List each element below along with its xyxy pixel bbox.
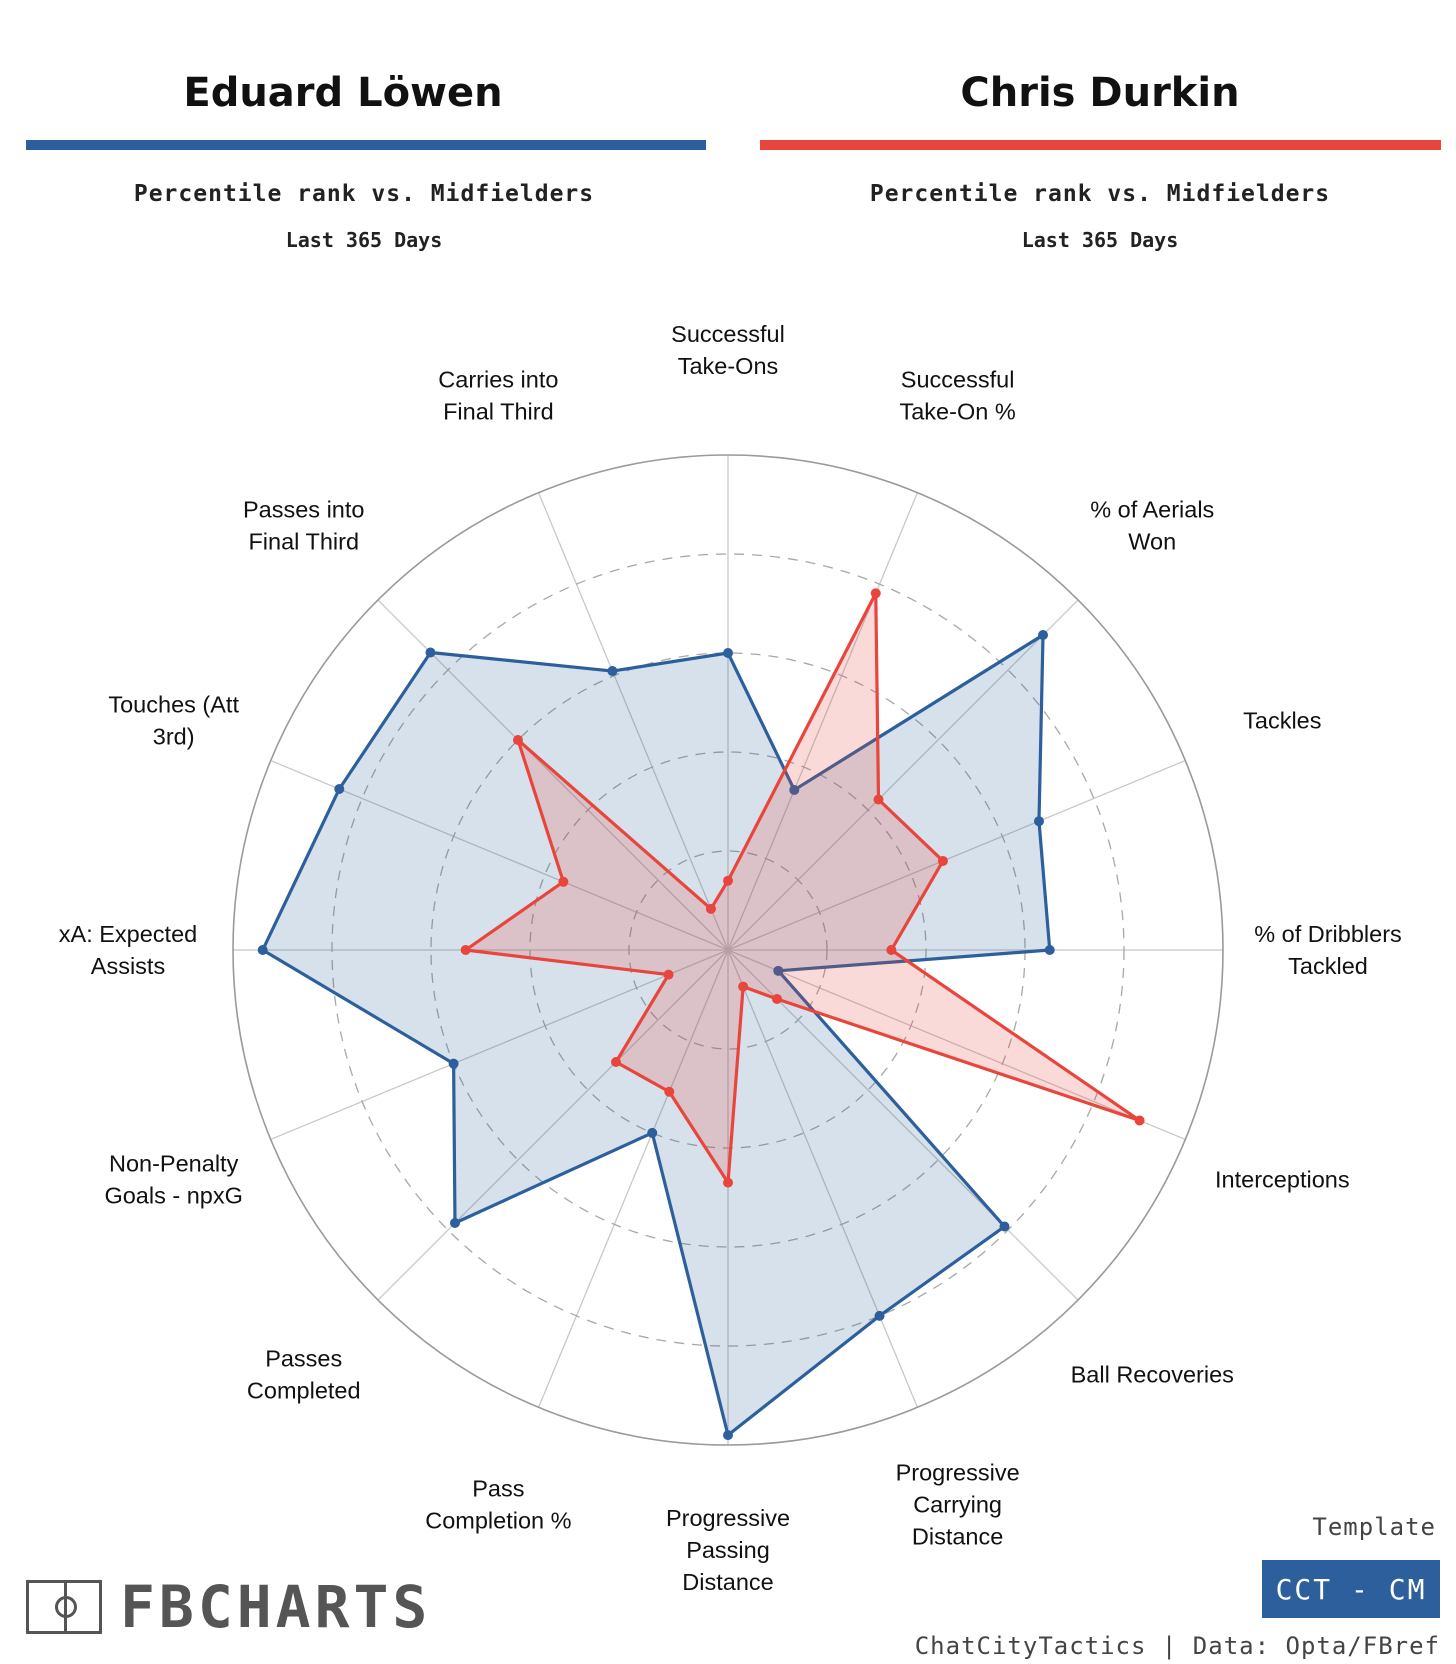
player2-subtitle: Percentile rank vs. Midfielders [869,181,1331,207]
data-point [607,666,618,677]
radar-spoke [727,492,919,951]
data-point [723,1177,733,1188]
axis-label: xA: Expected Assists [59,921,197,979]
axis-label: Successful Take-On % [899,367,1015,425]
data-point [937,855,948,866]
data-point [999,1221,1010,1232]
data-point [647,1127,658,1138]
radar-spoke [270,759,729,951]
axis-label: % of Dribblers Tackled [1254,921,1402,979]
axis-label: Progressive Passing Distance [666,1505,790,1595]
data-point [1044,945,1055,955]
data-point [425,647,436,658]
data-point [664,1086,675,1097]
axis-label: Ball Recoveries [1071,1361,1234,1387]
fbcharts-logo: FBCHARTS [26,1578,431,1636]
data-point [874,1310,885,1321]
data-point [512,734,523,745]
data-point [789,784,800,795]
radar-spoke [270,949,729,1141]
axis-label: Carries into Final Third [438,367,558,425]
series-player1 [257,629,1055,1441]
radar-grid-ring [430,652,1026,1248]
template-badge: CCT - CM [1262,1560,1440,1618]
radar-grid [232,454,1224,1446]
axis-label: Passes Completed [247,1345,361,1403]
radar-spoke [377,599,729,951]
data-point [723,875,733,886]
data-point [873,794,884,805]
axis-label: Successful Take-Ons [671,321,785,379]
player1-name: Eduard Löwen [183,70,503,116]
data-point [870,588,881,599]
data-point [1033,816,1044,827]
axis-label: Passes into Final Third [243,497,364,555]
radar-spoke [377,949,729,1301]
logo-text: FBCHARTS [120,1573,432,1641]
data-point [449,1218,460,1229]
player1-period: Last 365 Days [285,228,443,252]
data-point [772,994,783,1005]
data-point [1134,1115,1145,1126]
template-label: Template [1312,1513,1436,1541]
player2-period: Last 365 Days [1021,228,1179,252]
radar-outer-ring [232,454,1224,1446]
axis-label: Pass Completion % [425,1475,571,1533]
data-point [448,1058,459,1069]
data-point [257,945,268,955]
radar-spoke [727,949,1079,1301]
data-point [558,876,569,887]
radar-spoke [727,949,919,1408]
radar-spoke [727,759,1186,951]
data-point [723,648,733,658]
data-point [610,1057,621,1068]
axis-label: Interceptions [1215,1167,1350,1193]
data-point [1038,629,1049,640]
data-point [705,903,716,914]
radar-spoke [727,949,1186,1141]
radar-spoke [537,492,729,951]
data-point [663,969,674,980]
radar-spoke [727,599,1079,951]
player2-name: Chris Durkin [960,70,1240,116]
series-player2 [460,588,1145,1188]
player1-color-bar [26,140,706,150]
radar-grid-ring [529,751,927,1149]
radar-spoke [537,949,729,1408]
axis-label: Touches (Att 3rd) [108,691,239,749]
data-point [334,783,345,794]
data-point [723,1430,733,1441]
axis-label: Non-Penalty Goals - npxG [104,1151,242,1209]
player2-color-bar [760,140,1441,150]
axis-label: % of Aerials Won [1090,497,1214,555]
axis-label: Tackles [1243,707,1321,733]
data-credit: ChatCityTactics | Data: Opta/FBref [914,1632,1440,1660]
data-point [738,981,749,992]
radar-grid-ring [331,553,1125,1347]
radar-grid-ring [628,850,828,1050]
player1-subtitle: Percentile rank vs. Midfielders [133,181,595,207]
data-point [773,965,784,976]
radar-axis-labels: Successful Take-Ons Successful Take-On % % o… [59,321,1402,1595]
pitch-icon [26,1580,102,1634]
data-point [460,945,471,955]
radar-series [257,588,1145,1441]
data-point [886,945,897,955]
axis-label: Progressive Carrying Distance [896,1459,1020,1549]
